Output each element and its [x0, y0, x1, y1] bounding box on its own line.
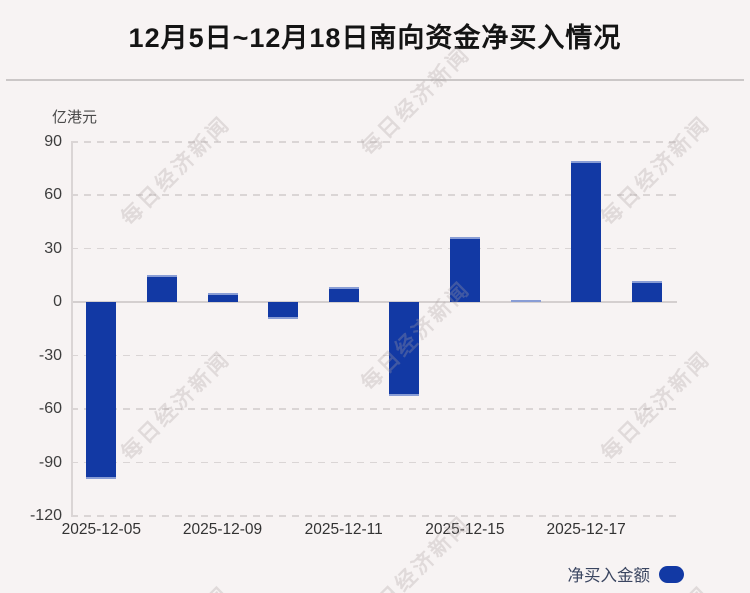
- bar-cap: [207, 292, 238, 295]
- legend-swatch[interactable]: [659, 565, 684, 583]
- y-tick-label-90: 90: [44, 133, 62, 150]
- gridline--120: [71, 515, 677, 517]
- y-axis-unit-label: 亿港元: [52, 109, 98, 126]
- y-tick-label--60: -60: [38, 400, 62, 418]
- bar-cap: [86, 477, 117, 480]
- bar-2025-12-18[interactable]: [631, 280, 662, 303]
- chart-legend[interactable]: 净买入金额: [567, 562, 684, 586]
- y-tick-label--120: -120: [29, 507, 62, 524]
- y-axis-line: [71, 142, 73, 516]
- y-tick-label-0: 0: [53, 293, 62, 311]
- x-tick-label-2025-12-09: 2025-12-09: [182, 521, 263, 538]
- bar-2025-12-10[interactable]: [268, 302, 299, 320]
- bar-2025-12-16[interactable]: [510, 300, 541, 303]
- gridline--60: [71, 408, 677, 410]
- zero-line: [71, 301, 677, 304]
- bar-2025-12-17[interactable]: [571, 160, 602, 303]
- bar-cap: [146, 275, 177, 278]
- y-tick-label-60: 60: [44, 186, 62, 204]
- y-tick-label--90: -90: [38, 453, 62, 471]
- x-tick-label-2025-12-05: 2025-12-05: [61, 521, 141, 538]
- bar-cap: [510, 300, 541, 302]
- gridline--90: [71, 461, 677, 464]
- bar-cap: [389, 393, 420, 396]
- bar-cap: [631, 280, 662, 283]
- bar-cap: [449, 237, 480, 240]
- bar-2025-12-15[interactable]: [449, 237, 480, 303]
- x-tick-label-2025-12-15: 2025-12-15: [425, 521, 505, 538]
- x-tick-label-2025-12-11: 2025-12-11: [304, 521, 383, 538]
- gridline-30: [71, 247, 677, 250]
- title-divider: [6, 79, 744, 81]
- gridline-60: [71, 194, 677, 197]
- bar-2025-12-08[interactable]: [146, 275, 177, 303]
- bar-cap: [268, 317, 299, 320]
- gridline--30: [71, 354, 677, 357]
- legend-label: 净买入金额: [567, 567, 651, 585]
- x-tick-label-2025-12-17: 2025-12-17: [546, 521, 626, 538]
- bar-2025-12-05[interactable]: [86, 302, 117, 480]
- bar-2025-12-09[interactable]: [207, 292, 238, 303]
- page-title: 12月5日~12月18日南向资金净买入情况: [128, 23, 622, 53]
- bar-cap: [328, 287, 359, 290]
- y-tick-label-30: 30: [44, 239, 62, 257]
- gridline-90: [71, 141, 677, 143]
- bar-2025-12-12[interactable]: [389, 302, 420, 396]
- bar-2025-12-11[interactable]: [328, 287, 359, 303]
- y-tick-label--30: -30: [38, 346, 62, 364]
- bar-cap: [571, 160, 602, 163]
